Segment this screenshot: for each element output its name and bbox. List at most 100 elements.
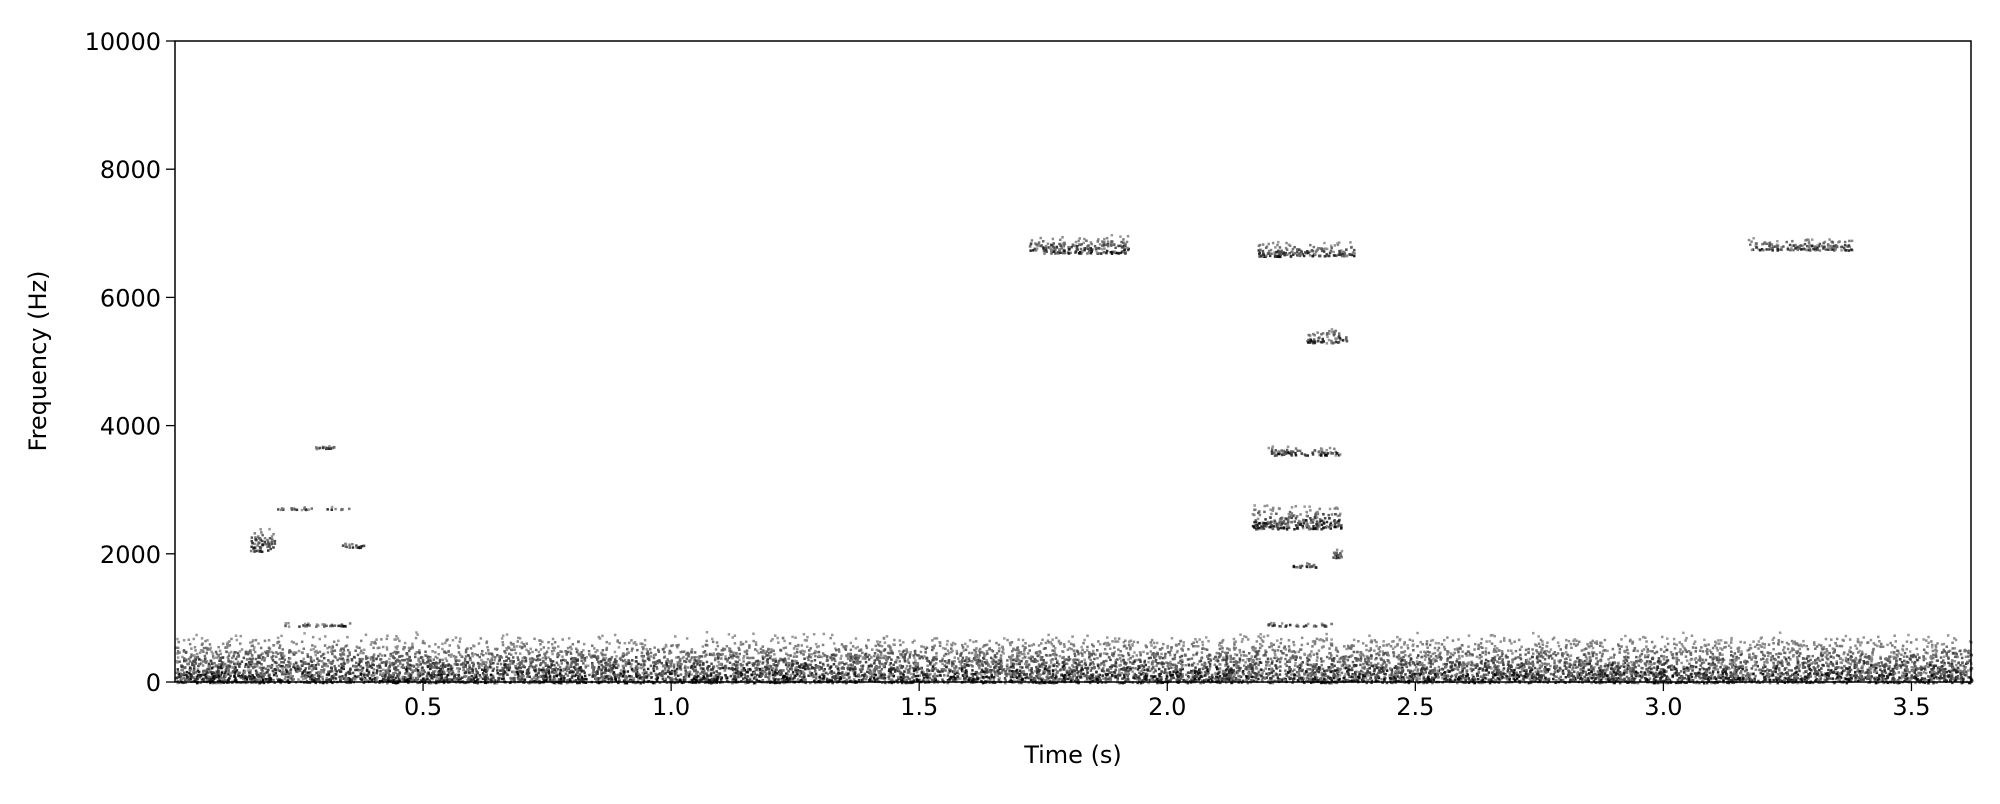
spectrogram-pixel — [1322, 640, 1326, 643]
spectrogram-pixel — [331, 659, 335, 663]
spectrogram-pixel — [1819, 676, 1823, 679]
spectrogram-pixel — [485, 673, 488, 676]
spectrogram-pixel — [1192, 669, 1195, 672]
spectrogram-pixel — [1930, 664, 1934, 667]
spectrogram-pixel — [1598, 675, 1602, 678]
spectrogram-pixel — [1152, 646, 1156, 649]
spectrogram-pixel — [601, 679, 604, 682]
spectrogram-pixel — [440, 673, 443, 677]
spectrogram-pixel — [263, 659, 266, 662]
spectrogram-pixel — [954, 642, 957, 646]
spectrogram-pixel — [581, 654, 585, 657]
spectrogram-pixel — [1813, 643, 1816, 646]
spectrogram-pixel — [1091, 649, 1095, 653]
spectrogram-pixel — [1814, 659, 1817, 662]
spectrogram-pixel — [318, 650, 322, 654]
spectrogram-pixel — [689, 658, 693, 661]
spectrogram-pixel — [1016, 654, 1019, 658]
spectrogram-pixel — [227, 654, 231, 658]
spectrogram-pixel — [1687, 679, 1690, 682]
spectrogram-pixel — [635, 643, 638, 646]
spectrogram-pixel — [1431, 638, 1435, 642]
spectrogram-pixel — [1198, 638, 1201, 641]
spectrogram-pixel — [974, 651, 978, 654]
spectrogram-pixel — [604, 653, 607, 657]
spectrogram-pixel — [1600, 672, 1603, 675]
spectrogram-pixel — [316, 657, 319, 660]
spectrogram-pixel — [1472, 675, 1475, 679]
spectrogram-pixel — [1355, 670, 1358, 673]
spectrogram-pixel — [1220, 641, 1224, 644]
spectrogram-pixel — [786, 661, 790, 665]
spectrogram-pixel — [1017, 658, 1021, 662]
spectrogram-pixel — [1794, 642, 1797, 646]
spectrogram-pixel — [501, 641, 504, 644]
spectrogram-pixel — [370, 674, 373, 677]
spectrogram-pixel — [864, 660, 868, 664]
spectrogram-pixel — [1739, 661, 1742, 664]
spectrogram-pixel — [604, 675, 607, 678]
spectrogram-pixel — [430, 676, 433, 680]
spectrogram-pixel — [938, 670, 942, 673]
spectrogram-pixel — [177, 673, 181, 676]
spectrogram-pixel — [357, 663, 360, 667]
spectrogram-pixel — [337, 669, 341, 672]
spectrogram-pixel — [321, 675, 324, 679]
spectrogram-pixel — [1557, 659, 1560, 663]
spectrogram-pixel — [486, 646, 489, 649]
spectrogram-pixel — [1732, 673, 1735, 677]
spectrogram-pixel — [1063, 659, 1066, 663]
spectrogram-pixel — [1508, 675, 1512, 678]
spectrogram-pixel — [1388, 661, 1391, 665]
spectrogram-pixel — [840, 643, 844, 646]
spectrogram-pixel — [485, 669, 489, 672]
spectrogram-pixel — [1779, 652, 1783, 656]
spectrogram-pixel — [1291, 669, 1295, 673]
spectrogram-pixel — [1634, 676, 1637, 679]
spectrogram-pixel — [1375, 656, 1378, 660]
spectrogram-pixel — [1781, 664, 1784, 667]
spectrogram-pixel — [468, 676, 471, 679]
spectrogram-pixel — [280, 634, 283, 638]
spectrogram-pixel — [272, 654, 275, 658]
spectrogram-pixel — [713, 653, 716, 657]
spectrogram-pixel — [1872, 676, 1876, 680]
spectrogram-pixel — [1674, 681, 1678, 685]
spectrogram-pixel — [396, 672, 399, 676]
spectrogram-pixel — [242, 656, 246, 660]
spectrogram-pixel — [857, 656, 860, 660]
spectrogram-pixel — [339, 657, 343, 661]
spectrogram-pixel — [1425, 643, 1428, 646]
spectrogram-pixel — [317, 672, 320, 676]
spectrogram-pixel — [1000, 671, 1003, 674]
spectrogram-pixel — [1279, 665, 1282, 668]
spectrogram-pixel — [1830, 638, 1833, 641]
spectrogram-pixel — [1826, 663, 1829, 666]
spectrogram-pixel — [1528, 677, 1531, 680]
spectrogram-pixel — [1205, 648, 1209, 651]
spectrogram-pixel — [858, 668, 862, 671]
spectrogram-pixel — [1940, 673, 1943, 676]
spectrogram-pixel — [1584, 655, 1588, 658]
spectrogram-pixel — [1273, 651, 1276, 654]
spectrogram-pixel — [1421, 643, 1424, 646]
spectrogram-pixel — [387, 672, 390, 675]
spectrogram-pixel — [210, 662, 214, 665]
spectrogram-pixel — [857, 678, 861, 682]
spectrogram-pixel — [988, 668, 992, 672]
spectrogram-pixel — [843, 676, 846, 680]
spectrogram-pixel — [902, 676, 905, 679]
spectrogram-pixel — [539, 663, 542, 667]
spectrogram-pixel — [388, 657, 391, 661]
spectrogram-pixel — [788, 677, 792, 680]
spectrogram-pixel — [234, 662, 237, 665]
spectrogram-pixel — [1587, 644, 1590, 647]
spectrogram-pixel — [417, 659, 420, 662]
spectrogram-pixel — [1763, 660, 1766, 664]
spectrogram-pixel — [1523, 669, 1526, 672]
spectrogram-pixel — [1772, 642, 1775, 645]
spectrogram-pixel — [886, 651, 890, 655]
spectrogram-pixel — [1020, 671, 1023, 674]
spectrogram-pixel — [1218, 641, 1222, 645]
spectrogram-pixel — [436, 673, 439, 677]
